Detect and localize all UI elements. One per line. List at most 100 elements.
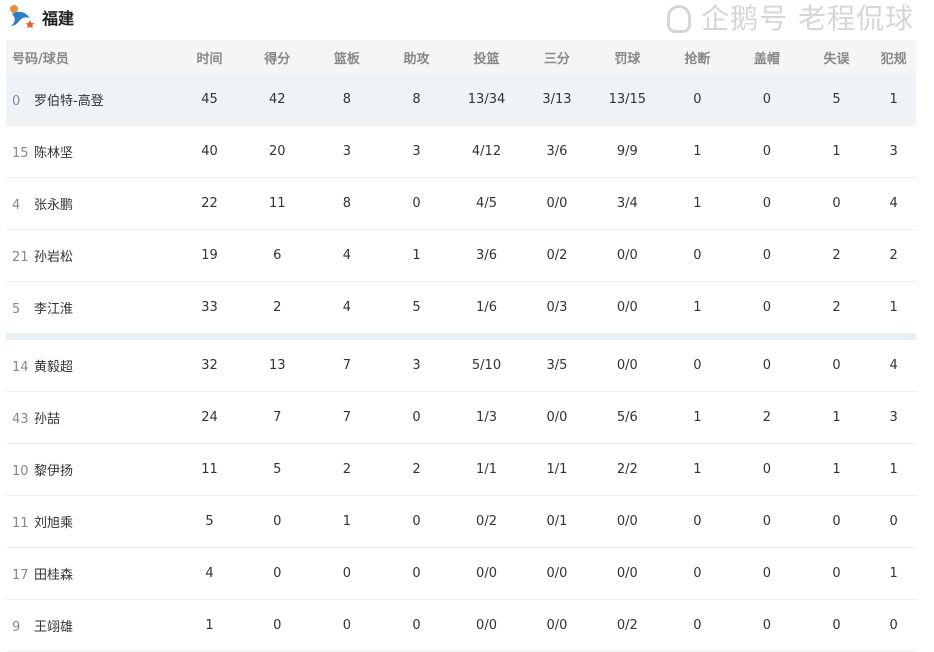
stat-cell: 40 — [176, 125, 243, 178]
stat-cell: 0 — [381, 177, 452, 230]
column-header[interactable]: 罚球 — [592, 40, 663, 74]
player-row[interactable]: 21 孙岩松 19 6 4 1 3/6 0/2 0/0 0 0 2 2 — [6, 229, 916, 282]
stat-cell: 4 — [176, 547, 243, 600]
jersey-number: 5 — [12, 302, 21, 317]
stat-cell: 2 — [801, 281, 872, 334]
player-cell: 5 李江淮 — [6, 281, 177, 334]
stat-cell: 3 — [381, 340, 452, 392]
bench-divider — [6, 333, 916, 340]
player-row[interactable]: 0 罗伯特-高登 45 42 8 8 13/34 3/13 13/15 0 0 5 1 — [6, 74, 916, 126]
column-header[interactable]: 助攻 — [381, 40, 452, 74]
stat-cell: 3 — [871, 391, 916, 444]
player-name[interactable]: 罗伯特-高登 — [34, 94, 104, 109]
jersey-number: 15 — [12, 146, 29, 161]
player-row[interactable]: 17 田桂森 4 0 0 0 0/0 0/0 0/0 0 0 0 1 — [6, 547, 916, 600]
stat-cell: 0/0 — [592, 340, 663, 392]
player-name[interactable]: 孙喆 — [34, 412, 61, 427]
player-name[interactable]: 田桂森 — [34, 568, 74, 583]
stat-cell: 6 — [242, 229, 313, 282]
player-row[interactable]: 4 张永鹏 22 11 8 0 4/5 0/0 3/4 1 0 0 4 — [6, 177, 916, 230]
stat-cell: 0 — [662, 547, 733, 600]
player-row[interactable]: 9 王翊雄 1 0 0 0 0/0 0/0 0/2 0 0 0 0 — [6, 599, 916, 652]
player-name[interactable]: 王翊雄 — [34, 620, 74, 635]
stat-cell: 32 — [176, 340, 243, 392]
jersey-number: 4 — [12, 198, 21, 213]
stat-cell: 42 — [242, 74, 313, 126]
player-row[interactable]: 14 黄毅超 32 13 7 3 5/10 3/5 0/0 0 0 0 4 — [6, 340, 916, 392]
stat-cell: 0 — [732, 74, 802, 126]
jersey-number: 21 — [12, 250, 29, 265]
stat-cell: 33 — [176, 281, 243, 334]
column-header[interactable]: 号码/球员 — [6, 40, 177, 74]
stat-cell: 5/10 — [451, 340, 522, 392]
stat-cell: 0 — [381, 599, 452, 652]
player-row[interactable]: 11 刘旭乘 5 0 1 0 0/2 0/1 0/0 0 0 0 0 — [6, 495, 916, 548]
column-header[interactable]: 失误 — [801, 40, 872, 74]
stat-cell: 4/5 — [451, 177, 522, 230]
player-name[interactable]: 陈林坚 — [34, 146, 74, 161]
column-header[interactable]: 投篮 — [451, 40, 522, 74]
stat-cell: 1/6 — [451, 281, 522, 334]
stat-cell: 1 — [312, 495, 382, 548]
stat-cell: 2 — [871, 229, 916, 282]
stat-cell: 0/2 — [451, 495, 522, 548]
stat-cell: 0 — [662, 495, 733, 548]
stat-cell: 0 — [312, 599, 382, 652]
stat-cell: 0 — [732, 599, 802, 652]
team-header: 福建 — [8, 2, 74, 32]
player-name[interactable]: 黄毅超 — [34, 360, 74, 375]
stat-cell: 1 — [871, 443, 916, 496]
stat-cell: 0 — [312, 547, 382, 600]
stat-cell: 0/0 — [592, 547, 663, 600]
stat-cell: 45 — [176, 74, 243, 126]
stat-cell: 22 — [176, 177, 243, 230]
player-name[interactable]: 孙岩松 — [34, 250, 74, 265]
column-header[interactable]: 得分 — [242, 40, 313, 74]
team-name: 福建 — [42, 9, 75, 28]
stat-cell: 3/4 — [592, 177, 663, 230]
jersey-number: 10 — [12, 464, 29, 479]
player-name[interactable]: 李江淮 — [34, 302, 74, 317]
player-row[interactable]: 15 陈林坚 40 20 3 3 4/12 3/6 9/9 1 0 1 3 — [6, 125, 916, 178]
stat-cell: 0 — [662, 229, 733, 282]
stat-cell: 0 — [732, 229, 802, 282]
stat-cell: 0 — [662, 599, 733, 652]
player-name[interactable]: 黎伊扬 — [34, 464, 74, 479]
stat-cell: 1 — [662, 281, 733, 334]
stat-cell: 5 — [801, 74, 872, 126]
player-row[interactable]: 43 孙喆 24 7 7 0 1/3 0/0 5/6 1 2 1 3 — [6, 391, 916, 444]
stat-cell: 13 — [242, 340, 313, 392]
table-body: 0 罗伯特-高登 45 42 8 8 13/34 3/13 13/15 0 0 5 1 15 陈林坚 40 20… — [6, 74, 916, 652]
column-header[interactable]: 盖帽 — [732, 40, 802, 74]
stat-cell: 1 — [871, 281, 916, 334]
player-name[interactable]: 刘旭乘 — [34, 516, 74, 531]
stat-cell: 0/2 — [521, 229, 593, 282]
stat-cell: 0 — [801, 340, 872, 392]
stat-cell: 1/1 — [521, 443, 593, 496]
stat-cell: 1 — [176, 599, 243, 652]
column-header[interactable]: 篮板 — [312, 40, 382, 74]
column-header[interactable]: 犯规 — [871, 40, 916, 74]
stat-cell: 4 — [871, 177, 916, 230]
player-name[interactable]: 张永鹏 — [34, 198, 74, 213]
column-header[interactable]: 时间 — [176, 40, 243, 74]
player-cell: 11 刘旭乘 — [6, 495, 177, 548]
stat-cell: 0 — [801, 599, 872, 652]
stat-cell: 0/2 — [592, 599, 663, 652]
stat-cell: 3 — [381, 125, 452, 178]
player-row[interactable]: 10 黎伊扬 11 5 2 2 1/1 1/1 2/2 1 0 1 1 — [6, 443, 916, 496]
stat-cell: 24 — [176, 391, 243, 444]
player-row[interactable]: 5 李江淮 33 2 4 5 1/6 0/3 0/0 1 0 2 1 — [6, 281, 916, 334]
stat-cell: 8 — [312, 177, 382, 230]
stat-cell: 1 — [662, 177, 733, 230]
stat-cell: 2 — [381, 443, 452, 496]
column-header[interactable]: 三分 — [521, 40, 593, 74]
stat-cell: 0/0 — [521, 599, 593, 652]
stat-cell: 2 — [801, 229, 872, 282]
stat-cell: 1 — [801, 443, 872, 496]
stat-cell: 0 — [662, 74, 733, 126]
stat-cell: 1 — [871, 547, 916, 600]
stat-cell: 5 — [381, 281, 452, 334]
column-header[interactable]: 抢断 — [662, 40, 733, 74]
stat-cell: 8 — [312, 74, 382, 126]
